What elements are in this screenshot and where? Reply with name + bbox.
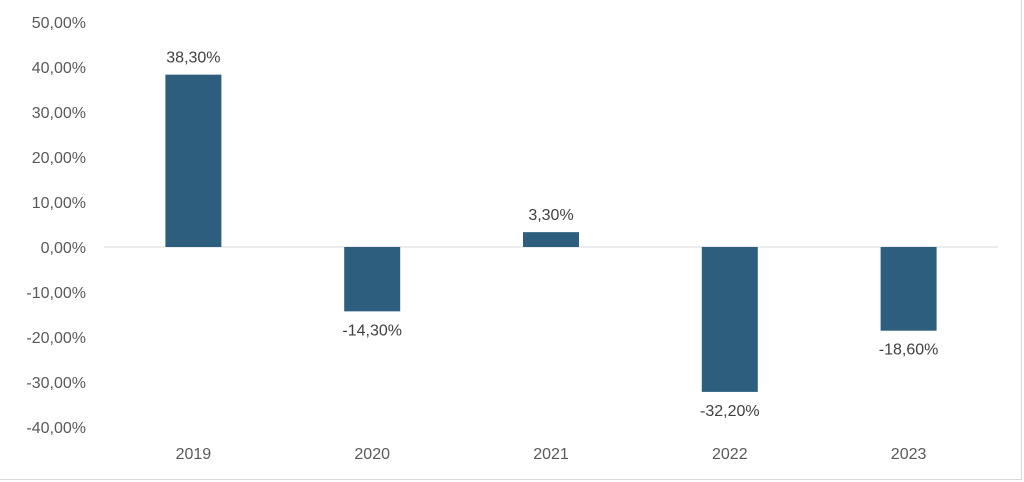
- bar-2023: [880, 247, 937, 331]
- y-tick-label: 30,00%: [32, 105, 86, 122]
- bar-2022: [701, 247, 758, 392]
- y-tick-label: -20,00%: [26, 330, 86, 347]
- data-label-2019: 38,30%: [166, 50, 220, 67]
- y-tick-label: 50,00%: [32, 15, 86, 32]
- data-label-2020: -14,30%: [342, 322, 402, 339]
- y-tick-label: 40,00%: [32, 60, 86, 77]
- bar-2021: [523, 232, 579, 247]
- y-tick-label: -40,00%: [26, 420, 86, 437]
- y-tick-label: 10,00%: [32, 195, 86, 212]
- data-label-2023: -18,60%: [879, 342, 939, 359]
- bar-2020: [344, 247, 401, 312]
- x-tick-label: 2021: [533, 446, 569, 463]
- y-tick-label: -10,00%: [26, 285, 86, 302]
- x-tick-label: 2020: [354, 446, 390, 463]
- x-tick-label: 2019: [176, 446, 212, 463]
- x-tick-label: 2023: [891, 446, 927, 463]
- y-tick-label: -30,00%: [26, 375, 86, 392]
- bar-2019: [165, 74, 222, 248]
- x-tick-label: 2022: [712, 446, 748, 463]
- y-tick-label: 20,00%: [32, 150, 86, 167]
- data-label-2022: -32,20%: [700, 403, 760, 420]
- y-tick-label: 0,00%: [41, 240, 86, 257]
- data-label-2021: 3,30%: [528, 207, 573, 224]
